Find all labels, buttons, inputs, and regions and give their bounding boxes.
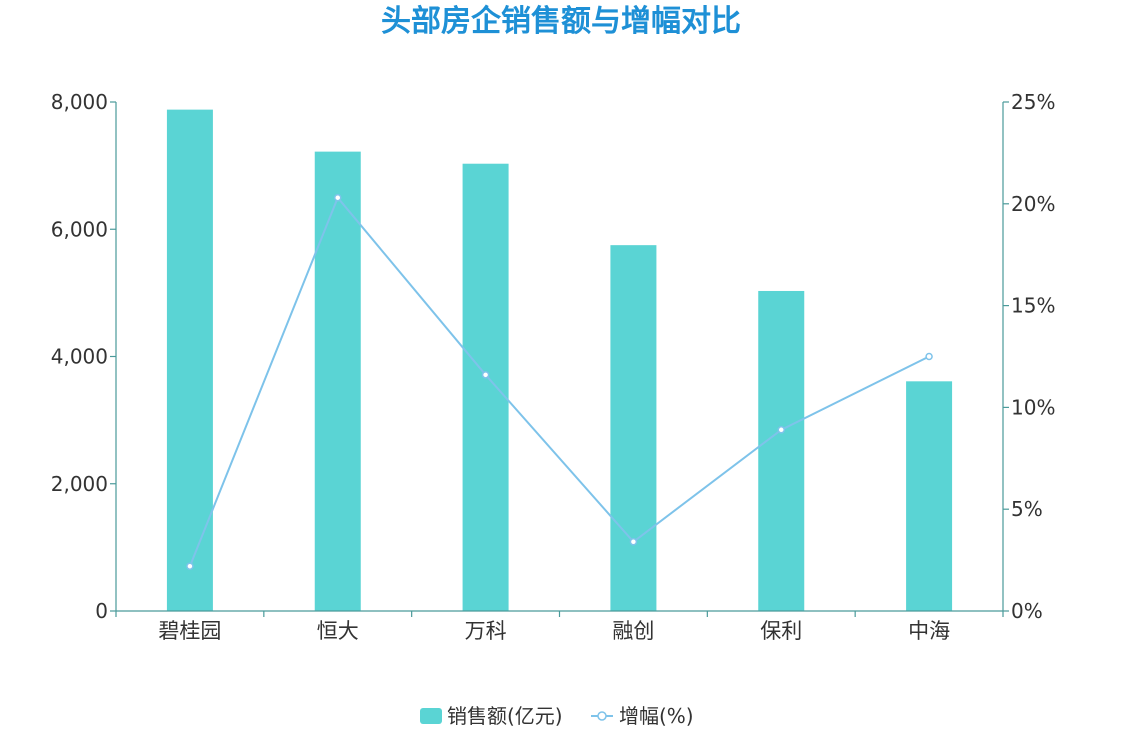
- legend-label-growth: 增幅(%): [619, 704, 694, 728]
- y-left-tick-label: 2,000: [51, 472, 108, 496]
- bar-万科: [462, 163, 509, 611]
- line-point-万科: [481, 371, 490, 379]
- y-right-tick-label: 20%: [1011, 192, 1055, 216]
- x-tick-label: 中海: [908, 619, 950, 643]
- bar-恒大: [314, 151, 361, 611]
- legend-swatch-growth-marker: [597, 711, 607, 721]
- x-tick-label: 万科: [465, 619, 507, 643]
- legend-swatch-sales: [420, 708, 442, 724]
- x-tick-label: 恒大: [317, 619, 359, 643]
- y-left-tick-label: 6,000: [51, 217, 108, 241]
- y-right-tick-label: 15%: [1011, 294, 1055, 318]
- line-point-中海: [925, 352, 933, 361]
- y-left-tick-label: 8,000: [51, 90, 108, 114]
- line-series-growth: [188, 195, 930, 567]
- x-tick-label: 融创: [612, 619, 654, 643]
- bar-中海: [906, 381, 953, 611]
- bar-保利: [758, 290, 805, 611]
- line-point-恒大: [334, 193, 342, 202]
- y-right-tick-label: 25%: [1011, 90, 1055, 114]
- x-tick-label: 保利: [760, 619, 802, 643]
- x-tick-label: 碧桂园: [158, 619, 221, 643]
- line-point-保利: [777, 426, 785, 434]
- bar-融创: [610, 245, 657, 611]
- y-left-tick-label: 4,000: [51, 345, 108, 369]
- legend-label-sales: 销售额(亿元): [447, 704, 563, 728]
- y-right-tick-label: 5%: [1011, 497, 1043, 521]
- y-right-tick-label: 10%: [1011, 395, 1055, 419]
- y-right-tick-label: 0%: [1011, 599, 1043, 623]
- chart-title: 头部房企销售额与增幅对比: [381, 4, 741, 39]
- line-point-融创: [629, 538, 638, 546]
- y-left-tick-label: 0: [95, 599, 108, 623]
- line-point-碧桂园: [186, 562, 194, 570]
- bar-碧桂园: [166, 109, 213, 611]
